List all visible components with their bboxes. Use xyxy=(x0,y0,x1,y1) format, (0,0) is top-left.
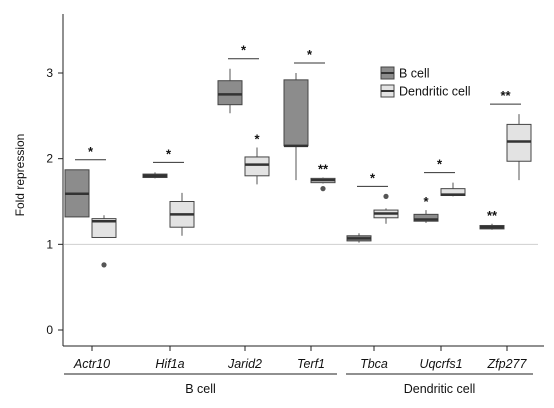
group-label: B cell xyxy=(185,382,216,396)
box-dendritic-cell-hif1a xyxy=(169,192,195,236)
y-tick-label: 0 xyxy=(46,323,53,337)
box-iqr xyxy=(244,156,270,177)
box-b-cell-actr10 xyxy=(64,169,90,218)
significance-label: * xyxy=(437,157,443,172)
significance-label: * xyxy=(370,170,376,185)
box-dendritic-cell-terf1 xyxy=(310,177,336,192)
box-iqr xyxy=(283,79,309,147)
legend-label: Dendritic cell xyxy=(399,85,471,99)
box-iqr xyxy=(413,213,439,222)
significance-label: ** xyxy=(318,162,329,177)
box-dendritic-cell-actr10 xyxy=(91,215,117,268)
y-tick-label: 1 xyxy=(46,237,53,251)
box-b-cell-jarid2 xyxy=(217,68,243,114)
outlier-point xyxy=(383,193,389,199)
x-tick-label: Zfp277 xyxy=(487,357,528,371)
group-label: Dendritic cell xyxy=(404,382,476,396)
y-tick-label: 3 xyxy=(46,66,53,80)
boxes xyxy=(64,68,532,268)
box-dendritic-cell-tbca xyxy=(373,193,399,224)
significance-label: * xyxy=(254,132,260,147)
x-axis-labels: Actr10 Hif1a Jarid2 Terf1 Tbca Uqcrfs1 Zfp277 xyxy=(73,346,528,371)
outlier-point xyxy=(101,262,107,268)
significance-markers: * ************* xyxy=(75,43,521,223)
box-b-cell-hif1a xyxy=(142,172,168,179)
box-dendritic-cell-jarid2 xyxy=(244,147,270,185)
x-tick-label: Terf1 xyxy=(297,357,325,371)
box-dendritic-cell-uqcrfs1 xyxy=(440,182,466,197)
box-b-cell-zfp277 xyxy=(479,223,505,230)
significance-label: * xyxy=(307,47,313,62)
significance-label: ** xyxy=(487,208,498,223)
box-iqr xyxy=(506,123,532,162)
x-tick-label: Actr10 xyxy=(73,357,110,371)
axes: 0 1 2 3 xyxy=(46,14,544,347)
significance-label: ** xyxy=(500,88,511,103)
x-tick-label: Tbca xyxy=(360,357,388,371)
x-tick-label: Jarid2 xyxy=(227,357,262,371)
x-tick-label: Hif1a xyxy=(155,357,184,371)
box-b-cell-tbca xyxy=(346,233,372,243)
significance-label: * xyxy=(166,146,172,161)
significance-label: * xyxy=(423,194,429,209)
legend-label: B cell xyxy=(399,67,430,81)
box-dendritic-cell-zfp277 xyxy=(506,114,532,181)
significance-label: * xyxy=(241,43,247,58)
box-iqr xyxy=(91,218,117,238)
box-iqr xyxy=(217,80,243,106)
significance-label: * xyxy=(88,144,94,159)
box-b-cell-terf1 xyxy=(283,73,309,181)
y-tick-label: 2 xyxy=(46,152,53,166)
group-labels: B cell Dendritic cell xyxy=(64,373,533,396)
box-b-cell-uqcrfs1 xyxy=(413,210,439,223)
y-axis-label: Fold repression xyxy=(13,134,27,217)
x-tick-label: Uqcrfs1 xyxy=(419,357,462,371)
legend: B cell Dendritic cell xyxy=(380,66,471,99)
outlier-point xyxy=(320,186,326,192)
